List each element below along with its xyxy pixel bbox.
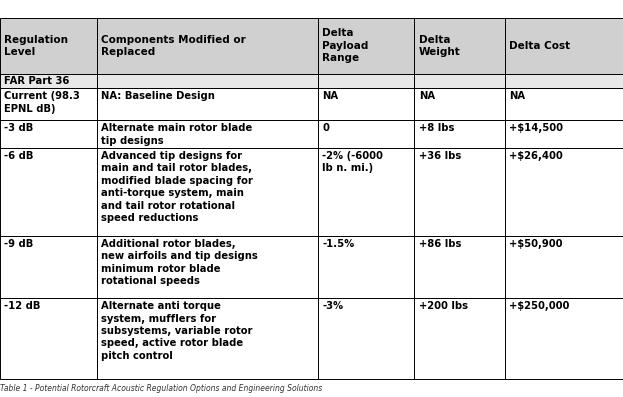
Text: +$14,500: +$14,500 [509, 123, 563, 133]
Bar [0, 88, 97, 120]
Text: -2% (-6000
lb n. mi.): -2% (-6000 lb n. mi.) [322, 151, 383, 173]
Bar [414, 88, 505, 120]
Bar [505, 88, 623, 120]
Text: Advanced tip designs for
main and tail rotor blades,
modified blade spacing for
: Advanced tip designs for main and tail r… [101, 151, 253, 223]
Bar [414, 18, 505, 73]
Text: +8 lbs: +8 lbs [419, 123, 454, 133]
Text: -6 dB: -6 dB [4, 151, 34, 161]
Bar [97, 73, 318, 88]
Bar [414, 298, 505, 379]
Text: +200 lbs: +200 lbs [419, 301, 468, 311]
Text: -1.5%: -1.5% [322, 239, 354, 249]
Bar [97, 120, 318, 148]
Bar [318, 236, 414, 298]
Bar [0, 148, 97, 236]
Bar [414, 236, 505, 298]
Bar [97, 236, 318, 298]
Bar [97, 298, 318, 379]
Text: -3 dB: -3 dB [4, 123, 34, 133]
Text: Alternate anti torque
system, mufflers for
subsystems, variable rotor
speed, act: Alternate anti torque system, mufflers f… [101, 301, 252, 361]
Text: 0: 0 [322, 123, 329, 133]
Bar [318, 120, 414, 148]
Bar [505, 73, 623, 88]
Text: NA: NA [509, 91, 525, 101]
Text: +36 lbs: +36 lbs [419, 151, 461, 161]
Bar [414, 120, 505, 148]
Text: +$50,900: +$50,900 [509, 239, 563, 249]
Bar [0, 298, 97, 379]
Text: -9 dB: -9 dB [4, 239, 34, 249]
Bar [318, 148, 414, 236]
Text: Delta Cost: Delta Cost [509, 41, 570, 51]
Text: NA: NA [419, 91, 435, 101]
Text: Components Modified or
Replaced: Components Modified or Replaced [101, 35, 245, 57]
Bar [505, 148, 623, 236]
Text: FAR Part 36: FAR Part 36 [4, 76, 70, 86]
Text: +$250,000: +$250,000 [509, 301, 569, 311]
Bar [318, 73, 414, 88]
Text: +86 lbs: +86 lbs [419, 239, 461, 249]
Bar [414, 73, 505, 88]
Bar [318, 298, 414, 379]
Bar [0, 236, 97, 298]
Text: Table 1 - Potential Rotorcraft Acoustic Regulation Options and Engineering Solut: Table 1 - Potential Rotorcraft Acoustic … [0, 384, 322, 393]
Bar [318, 18, 414, 73]
Text: Delta
Weight: Delta Weight [419, 35, 460, 57]
Text: -3%: -3% [322, 301, 343, 311]
Text: Alternate main rotor blade
tip designs: Alternate main rotor blade tip designs [101, 123, 252, 146]
Bar [505, 120, 623, 148]
Bar [97, 88, 318, 120]
Bar [0, 73, 97, 88]
Bar [414, 148, 505, 236]
Bar [505, 18, 623, 73]
Text: Regulation
Level: Regulation Level [4, 35, 69, 57]
Text: NA: Baseline Design: NA: Baseline Design [101, 91, 215, 101]
Text: -12 dB: -12 dB [4, 301, 40, 311]
Bar [505, 298, 623, 379]
Bar [0, 18, 97, 73]
Bar [318, 88, 414, 120]
Bar [505, 236, 623, 298]
Text: Current (98.3
EPNL dB): Current (98.3 EPNL dB) [4, 91, 80, 114]
Text: +$26,400: +$26,400 [509, 151, 563, 161]
Text: NA: NA [322, 91, 338, 101]
Text: Additional rotor blades,
new airfoils and tip designs
minimum rotor blade
rotati: Additional rotor blades, new airfoils an… [101, 239, 258, 286]
Bar [97, 148, 318, 236]
Text: Delta
Payload
Range: Delta Payload Range [322, 28, 368, 63]
Bar [0, 120, 97, 148]
Bar [97, 18, 318, 73]
